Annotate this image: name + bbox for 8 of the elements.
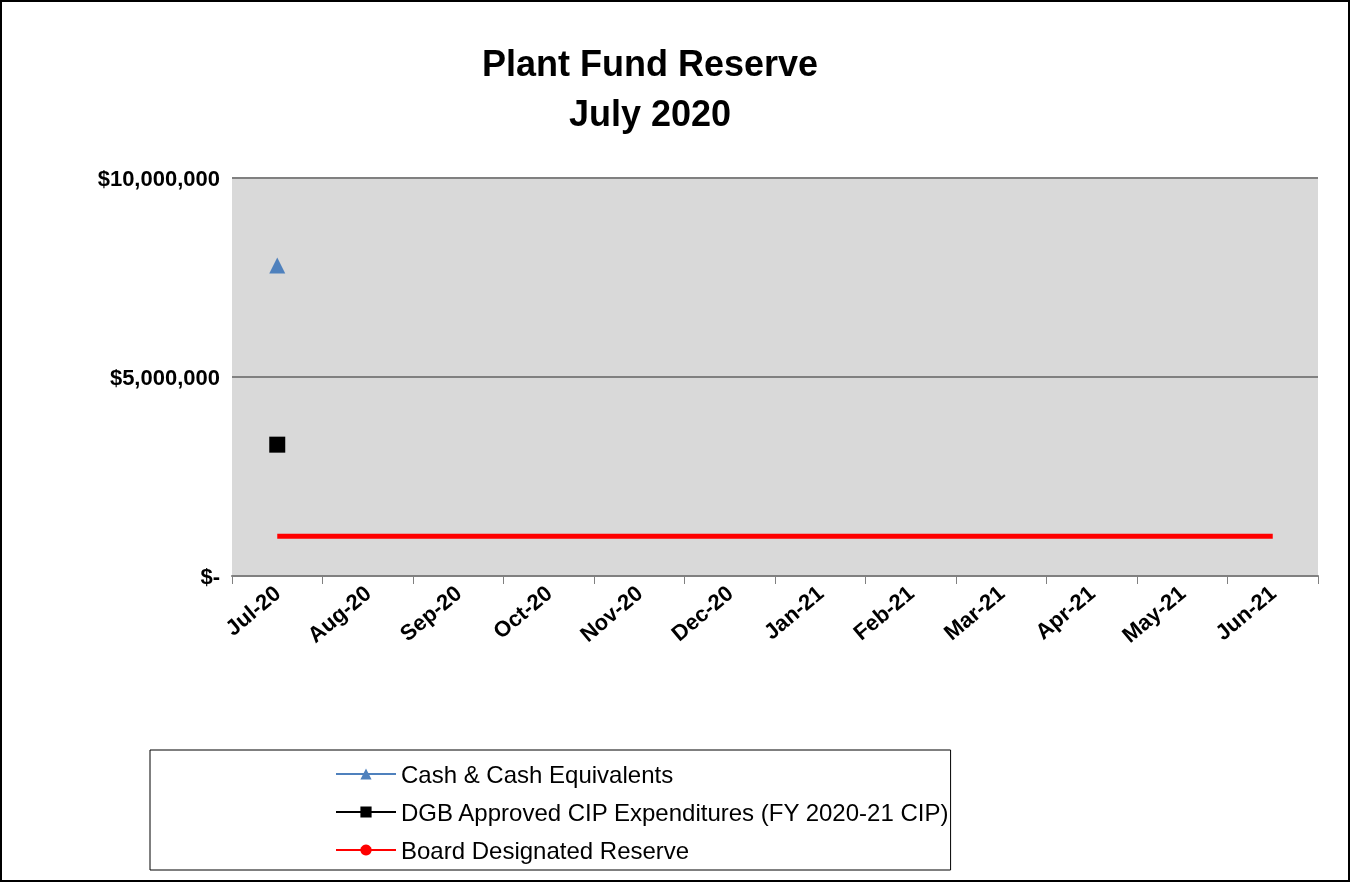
y-tick-label: $5,000,000 — [109, 364, 220, 390]
y-tick-label: $10,000,000 — [97, 165, 220, 191]
legend-label: Board Designated Reserve — [401, 836, 690, 864]
y-tick-label: $- — [200, 563, 220, 589]
chart-subtitle: July 2020 — [568, 92, 732, 134]
legend-label: DGB Approved CIP Expenditures (FY 2020-21 CIP) — [401, 798, 949, 826]
legend-label: Cash & Cash Equivalents — [401, 760, 674, 788]
chart-title: Plant Fund Reserve — [481, 42, 819, 84]
